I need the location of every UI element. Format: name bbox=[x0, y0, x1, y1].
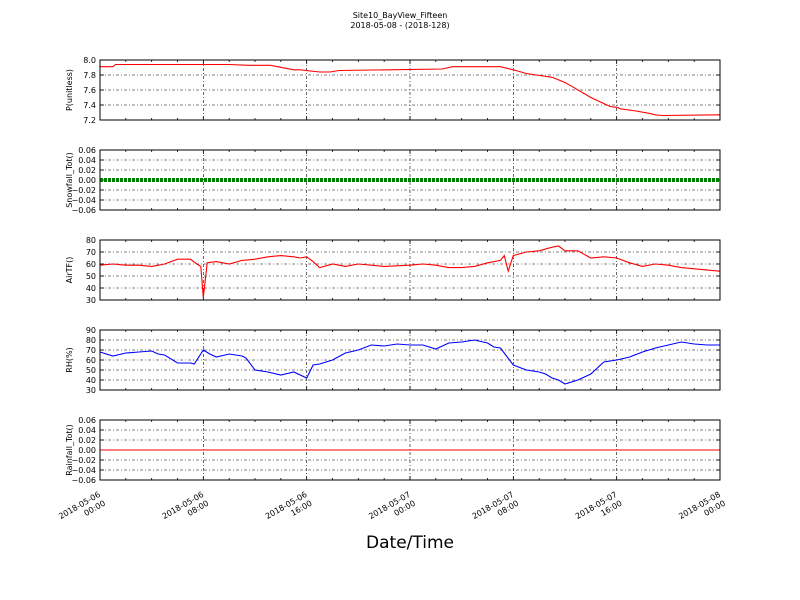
y-tick-label: −0.06 bbox=[71, 206, 96, 215]
axes-frame bbox=[99, 419, 721, 481]
series-line-1 bbox=[99, 339, 720, 385]
y-tick-label: 7.8 bbox=[83, 71, 96, 80]
y-tick-label: 40 bbox=[86, 376, 96, 385]
y-tick-label: 0.02 bbox=[78, 166, 96, 175]
x-tick-label: 2018-05-0608:00 bbox=[161, 490, 211, 530]
y-axis-label: P(unitless) bbox=[65, 69, 74, 111]
axes-frame bbox=[99, 329, 721, 391]
y-tick-label: −0.04 bbox=[71, 196, 96, 205]
y-axis-label: RH(%) bbox=[65, 347, 74, 372]
y-tick-label: 30 bbox=[86, 386, 96, 395]
y-axis-label: Snowfall_Tot() bbox=[65, 152, 74, 208]
y-axis-label: AirTF() bbox=[65, 257, 74, 284]
y-tick-label: 80 bbox=[86, 336, 96, 345]
panel-3: 80 70 60 50 40 30 AirTF() bbox=[65, 236, 721, 305]
y-tick-label: 50 bbox=[86, 366, 96, 375]
axes-frame bbox=[99, 59, 721, 121]
axes-frame bbox=[99, 239, 721, 301]
series-line-1 bbox=[99, 245, 721, 298]
x-tick-label: 2018-05-0800:00 bbox=[677, 490, 727, 530]
x-tick-label: 2018-05-0708:00 bbox=[471, 490, 521, 530]
y-tick-label: 90 bbox=[86, 326, 96, 335]
y-tick-label: 0.04 bbox=[78, 156, 96, 165]
y-tick-label: 30 bbox=[86, 296, 96, 305]
panel-2: 0.060.040.020.00−0.02−0.04−0.06Snowfall_… bbox=[65, 146, 721, 215]
panel-1: 8.0 7.8 7.6 7.4 7.2 P(unitless) bbox=[65, 56, 721, 125]
axes-frame bbox=[99, 149, 721, 211]
y-tick-label: 0.06 bbox=[78, 416, 96, 425]
x-axis-label: Date/Time bbox=[366, 533, 454, 553]
y-tick-label: 70 bbox=[86, 248, 96, 257]
y-tick-label: 7.4 bbox=[83, 101, 96, 110]
y-tick-label: 60 bbox=[86, 356, 96, 365]
panel-5: 0.060.040.020.00−0.02−0.04−0.06Rainfall_… bbox=[57, 416, 727, 530]
y-tick-label: −0.04 bbox=[71, 466, 96, 475]
y-tick-label: 50 bbox=[86, 272, 96, 281]
y-tick-label: 0.00 bbox=[78, 176, 96, 185]
chart-title: Site10_BayView_Fifteen bbox=[352, 11, 448, 20]
y-tick-label: 0.06 bbox=[78, 146, 96, 155]
y-tick-label: 70 bbox=[86, 346, 96, 355]
y-tick-label: 40 bbox=[86, 284, 96, 293]
y-tick-label: 0.02 bbox=[78, 436, 96, 445]
y-tick-label: 60 bbox=[86, 260, 96, 269]
y-tick-label: 7.6 bbox=[83, 86, 96, 95]
y-tick-label: −0.02 bbox=[71, 456, 96, 465]
y-tick-label: 80 bbox=[86, 236, 96, 245]
series-line-1 bbox=[100, 63, 721, 117]
x-tick-label: 2018-05-0716:00 bbox=[574, 490, 624, 530]
x-tick-label: 2018-05-0700:00 bbox=[367, 490, 417, 530]
y-tick-label: 8.0 bbox=[83, 56, 96, 65]
y-tick-label: 0.00 bbox=[78, 446, 96, 455]
chart-subtitle: 2018-05-08 - (2018-128) bbox=[350, 21, 450, 30]
x-tick-label: 2018-05-0600:00 bbox=[57, 490, 107, 530]
y-tick-label: −0.02 bbox=[71, 186, 96, 195]
x-tick-label: 2018-05-0616:00 bbox=[264, 490, 314, 530]
y-axis-label: Rainfall_Tot() bbox=[65, 424, 74, 476]
y-tick-label: 7.2 bbox=[83, 116, 96, 125]
y-tick-label: 0.04 bbox=[78, 426, 96, 435]
y-tick-label: −0.06 bbox=[71, 476, 96, 485]
